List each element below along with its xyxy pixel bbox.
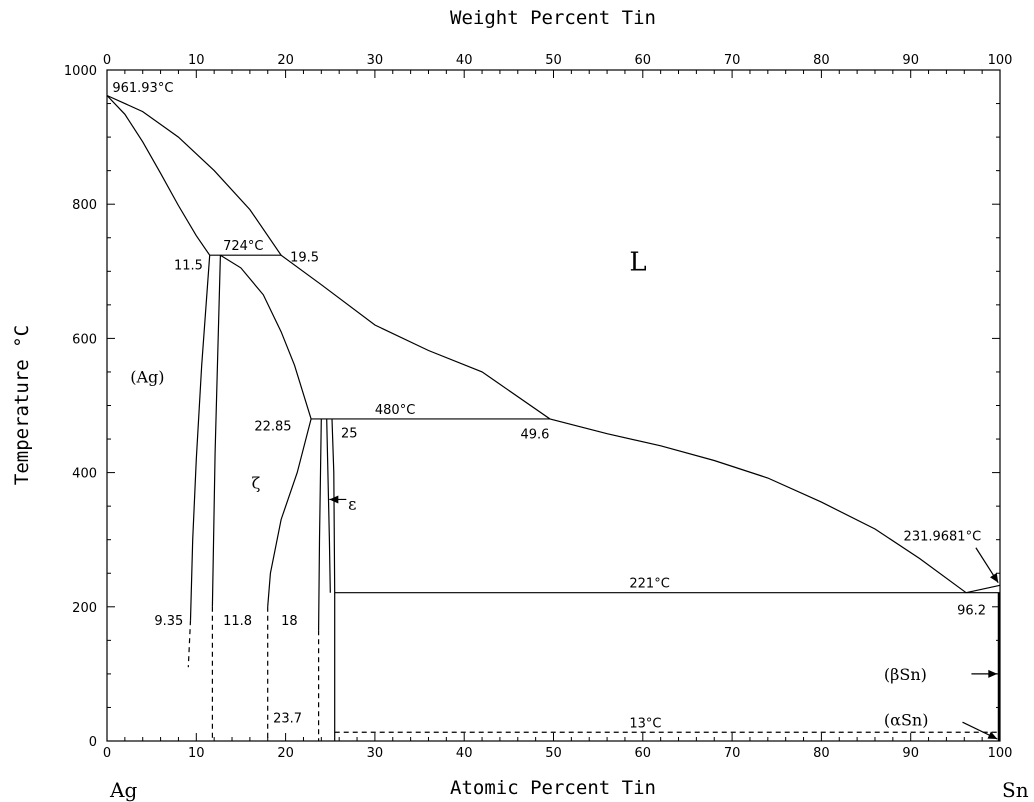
- composition-annotation: 49.6: [520, 428, 549, 443]
- top-tick-label: 0: [103, 53, 111, 68]
- x-tick-label: 100: [988, 746, 1013, 761]
- top-tick-label: 90: [902, 53, 919, 68]
- phase-boundary-line: [106, 95, 211, 256]
- isotherm-label: 221°C: [629, 577, 669, 592]
- plot-frame: [106, 69, 1001, 742]
- top-tick-label: 10: [188, 53, 205, 68]
- x-tick-label: 40: [456, 746, 473, 761]
- phase-boundary-line: [331, 418, 336, 741]
- phase-boundary-line: [326, 418, 331, 593]
- phase-label: (Ag): [130, 368, 164, 387]
- composition-annotation: 231.9681°C: [904, 530, 982, 545]
- isotherm-label: 13°C: [629, 716, 661, 731]
- x-axis-title: Atomic Percent Tin: [450, 777, 656, 799]
- epsilon-arrow-head: [329, 495, 339, 504]
- phase-label: ε: [348, 494, 356, 513]
- composition-annotation: 96.2: [957, 603, 986, 618]
- top-tick-label: 50: [545, 53, 562, 68]
- left-element-label: Ag: [109, 778, 137, 802]
- x-tick-label: 30: [367, 746, 384, 761]
- top-tick-label: 30: [367, 53, 384, 68]
- phase-boundary-line: [267, 418, 312, 607]
- composition-annotation: 9.35: [154, 614, 183, 629]
- alpha-sn-arrow-head: [987, 731, 998, 739]
- x-tick-label: 50: [545, 746, 562, 761]
- top-tick-label: 60: [635, 53, 652, 68]
- composition-annotation: 23.7: [273, 712, 302, 727]
- phase-boundary-line: [211, 255, 221, 607]
- beta-sn-arrow-head: [988, 669, 998, 678]
- phase-label: (αSn): [884, 711, 929, 730]
- top-tick-label: 40: [456, 53, 473, 68]
- phase-label: L: [629, 248, 646, 278]
- phase-boundary-line: [965, 584, 1001, 594]
- composition-annotation: 961.93°C: [112, 81, 173, 96]
- phase-boundaries: [106, 94, 1001, 741]
- y-tick-label: 200: [72, 601, 97, 616]
- composition-annotation: 19.5: [290, 251, 319, 266]
- x-tick-label: 60: [635, 746, 652, 761]
- x-tick-label: 80: [813, 746, 830, 761]
- phase-boundary-line: [189, 255, 211, 621]
- axis-ticks: 0 10 20 30 40 50 60 70 80 90 1000 10 20 30 40 50 60 70 80 9…: [64, 53, 1013, 761]
- top-tick-label: 100: [988, 53, 1013, 68]
- top-tick-label: 70: [724, 53, 741, 68]
- top-axis-title: Weight Percent Tin: [450, 7, 656, 29]
- annotations: 724°C 480°C 221°C 13°C 961.93°C 11.5 19.5 22.85…: [112, 81, 986, 732]
- y-tick-label: 400: [72, 467, 97, 482]
- composition-annotation: 25: [341, 426, 358, 441]
- isotherm-label: 724°C: [223, 239, 263, 254]
- composition-annotation: 11.8: [223, 614, 252, 629]
- right-element-label: Sn: [1002, 778, 1029, 802]
- x-tick-label: 90: [902, 746, 919, 761]
- composition-annotation: 22.85: [254, 420, 291, 435]
- y-tick-label: 1000: [64, 64, 97, 79]
- x-tick-label: 20: [277, 746, 294, 761]
- y-axis-title: Temperature °C: [11, 325, 33, 485]
- isotherm-label: 480°C: [375, 403, 415, 418]
- top-tick-label: 20: [277, 53, 294, 68]
- phase-boundary-line: [187, 620, 192, 668]
- phase-label: ζ: [252, 474, 261, 493]
- composition-annotation: 18: [281, 614, 298, 629]
- x-tick-label: 10: [188, 746, 205, 761]
- phase-boundary-line: [220, 254, 312, 420]
- composition-annotation: 11.5: [174, 259, 203, 274]
- phase-label: (βSn): [884, 665, 927, 684]
- y-tick-label: 800: [72, 198, 97, 213]
- phase-boundary-line: [106, 94, 967, 594]
- top-tick-label: 80: [813, 53, 830, 68]
- phase-boundary-line: [318, 418, 322, 631]
- melting-point-arrow-head: [989, 572, 999, 583]
- x-tick-label: 70: [724, 746, 741, 761]
- x-tick-label: 0: [103, 746, 111, 761]
- y-tick-label: 600: [72, 332, 97, 347]
- y-tick-label: 0: [89, 735, 97, 750]
